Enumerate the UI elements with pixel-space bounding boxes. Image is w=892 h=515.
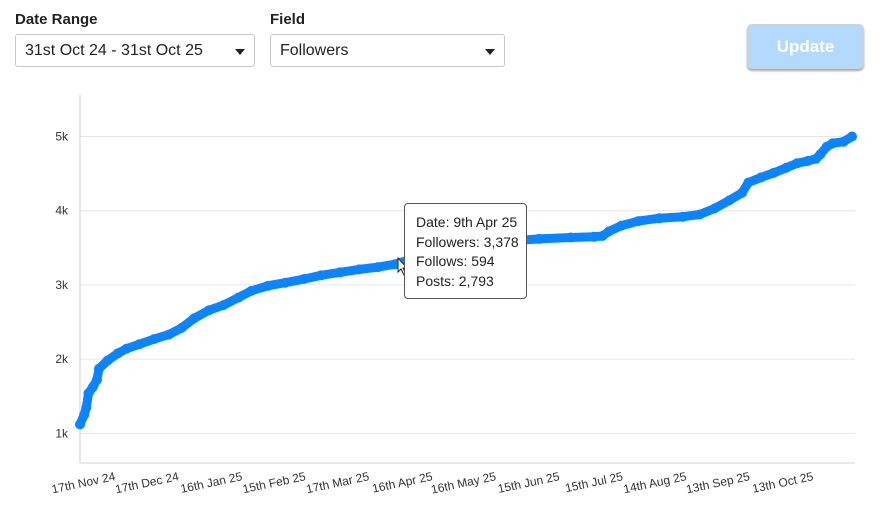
data-point bbox=[737, 187, 747, 198]
data-point bbox=[802, 156, 813, 166]
field-label: Field bbox=[270, 11, 306, 28]
x-tick-label: 16th Jan 25 bbox=[179, 469, 244, 496]
x-tick-label: 16th Apr 25 bbox=[371, 469, 434, 496]
tooltip-posts: Posts: 2,793 bbox=[416, 272, 494, 289]
data-point bbox=[91, 374, 102, 385]
chart-tooltip: Date: 9th Apr 25 Followers: 3,378 Follow… bbox=[404, 203, 527, 299]
data-point bbox=[335, 267, 346, 278]
data-point bbox=[534, 233, 544, 244]
y-tick-label: 1k bbox=[55, 426, 69, 440]
data-point bbox=[102, 355, 113, 366]
data-point bbox=[565, 232, 576, 243]
y-tick-label: 4k bbox=[55, 204, 69, 218]
data-point bbox=[724, 195, 735, 206]
data-point bbox=[743, 177, 754, 188]
data-point bbox=[163, 329, 174, 340]
tooltip-followers: Followers: 3,378 bbox=[416, 233, 519, 250]
tooltip-follows: Follows: 594 bbox=[416, 253, 495, 269]
chevron-down-icon bbox=[485, 49, 495, 55]
data-point bbox=[603, 226, 614, 237]
data-point bbox=[316, 270, 327, 281]
data-point bbox=[204, 305, 214, 316]
data-point bbox=[654, 213, 665, 224]
data-point bbox=[354, 264, 365, 275]
data-point bbox=[838, 136, 849, 147]
tooltip-date: Date: 9th Apr 25 bbox=[416, 214, 518, 230]
data-point bbox=[677, 211, 688, 222]
data-point bbox=[694, 209, 705, 220]
data-point bbox=[616, 220, 627, 231]
data-point bbox=[176, 323, 187, 333]
date-range-label: Date Range bbox=[15, 11, 98, 28]
data-point bbox=[113, 348, 124, 359]
data-point bbox=[709, 203, 720, 214]
data-point bbox=[781, 162, 792, 173]
data-point bbox=[149, 334, 159, 345]
data-point bbox=[633, 216, 644, 227]
data-point bbox=[589, 231, 599, 242]
y-tick-label: 5k bbox=[55, 130, 69, 144]
data-point bbox=[81, 402, 92, 413]
data-point bbox=[94, 363, 104, 374]
data-point bbox=[847, 131, 857, 142]
data-point bbox=[246, 285, 257, 296]
data-point bbox=[263, 280, 274, 291]
x-tick-label: 15th Jul 25 bbox=[564, 469, 625, 495]
y-tick-label: 3k bbox=[55, 278, 69, 292]
x-tick-label: 17th Dec 24 bbox=[114, 469, 181, 496]
data-point bbox=[75, 419, 85, 430]
data-point bbox=[373, 262, 384, 273]
data-point bbox=[134, 339, 145, 350]
date-range-value: 31st Oct 24 - 31st Oct 25 bbox=[25, 42, 203, 59]
data-point bbox=[218, 300, 229, 310]
data-point bbox=[280, 277, 291, 288]
data-point bbox=[121, 343, 132, 354]
x-tick-label: 15th Jun 25 bbox=[496, 469, 561, 496]
x-tick-label: 14th Aug 25 bbox=[622, 469, 688, 496]
data-point bbox=[756, 172, 767, 183]
date-range-select[interactable]: 31st Oct 24 - 31st Oct 25 bbox=[15, 34, 255, 67]
data-point bbox=[87, 382, 98, 393]
data-point bbox=[768, 167, 779, 178]
data-point bbox=[792, 158, 802, 169]
data-point bbox=[815, 149, 826, 160]
x-tick-label: 13th Oct 25 bbox=[751, 469, 815, 496]
x-tick-label: 17th Nov 24 bbox=[50, 469, 117, 496]
x-tick-label: 16th May 25 bbox=[430, 469, 498, 496]
x-tick-label: 13th Sep 25 bbox=[685, 469, 752, 496]
x-tick-label: 15th Feb 25 bbox=[241, 469, 307, 496]
data-point bbox=[828, 138, 838, 149]
y-tick-label: 2k bbox=[55, 352, 69, 366]
update-button[interactable]: Update bbox=[747, 24, 864, 69]
data-point bbox=[189, 313, 200, 324]
data-point bbox=[299, 274, 310, 284]
chevron-down-icon bbox=[235, 49, 245, 55]
data-point bbox=[233, 292, 244, 303]
x-tick-label: 17th Mar 25 bbox=[305, 469, 371, 496]
field-value: Followers bbox=[280, 42, 349, 59]
field-select[interactable]: Followers bbox=[270, 34, 505, 67]
